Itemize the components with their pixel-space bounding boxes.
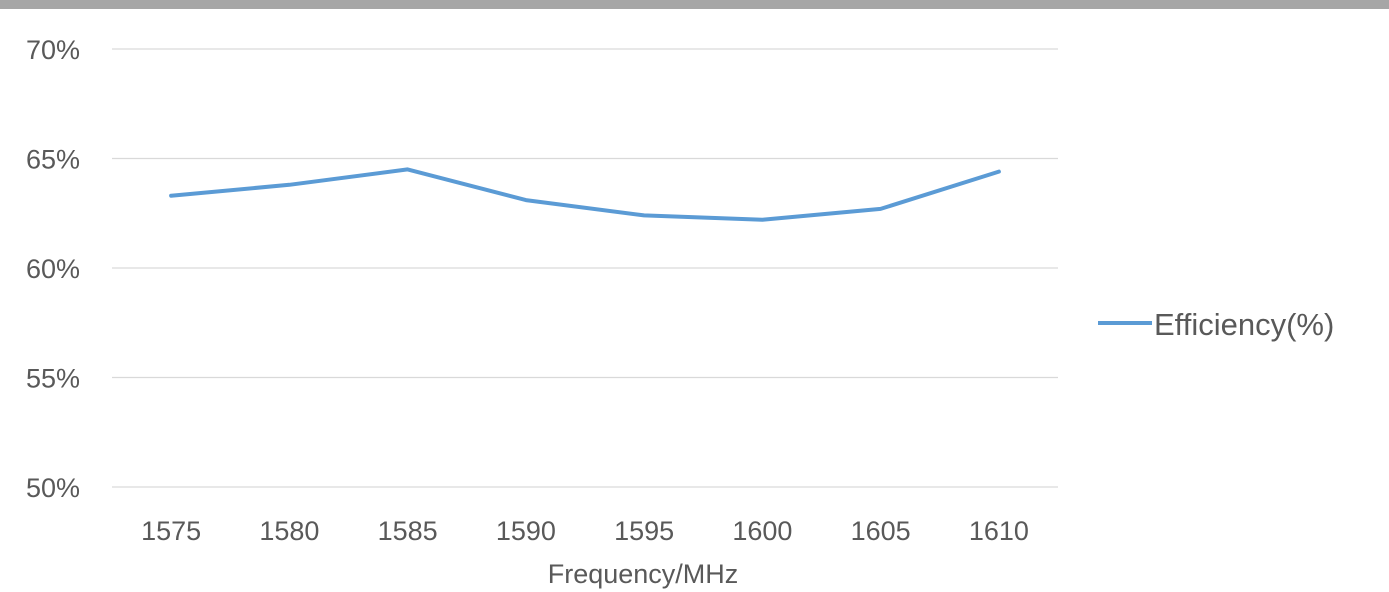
x-axis-tick-labels: 1575 1580 1585 1590 1595 1600 1605 1610 xyxy=(141,516,1029,546)
y-tick-label: 60% xyxy=(26,254,80,284)
series-lines xyxy=(169,167,1001,222)
y-tick-label: 70% xyxy=(26,35,80,65)
y-tick-label: 55% xyxy=(26,364,80,394)
x-tick-label: 1580 xyxy=(259,516,319,546)
legend: Efficiency(%) xyxy=(1098,307,1334,342)
top-border xyxy=(0,0,1389,9)
x-tick-label: 1600 xyxy=(732,516,792,546)
x-tick-label: 1590 xyxy=(496,516,556,546)
legend-label: Efficiency(%) xyxy=(1154,307,1334,342)
y-tick-label: 65% xyxy=(26,145,80,175)
x-tick-label: 1610 xyxy=(969,516,1029,546)
x-tick-label: 1605 xyxy=(851,516,911,546)
x-tick-label: 1595 xyxy=(614,516,674,546)
y-tick-label: 50% xyxy=(26,473,80,503)
x-tick-label: 1575 xyxy=(141,516,201,546)
y-axis-tick-labels: 50% 55% 60% 65% 70% xyxy=(26,35,80,503)
x-axis-title: Frequency/MHz xyxy=(548,559,739,589)
x-tick-label: 1585 xyxy=(378,516,438,546)
series-line-efficiency xyxy=(169,167,1001,222)
gridlines xyxy=(112,48,1058,488)
